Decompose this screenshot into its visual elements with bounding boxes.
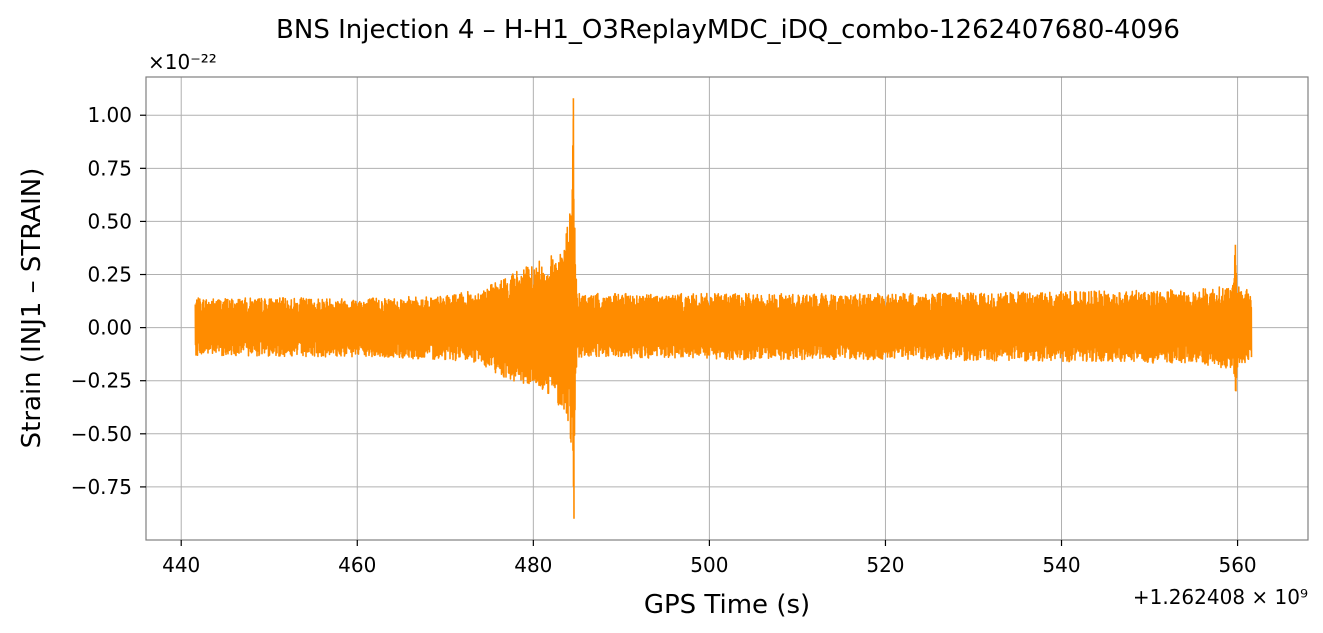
y-tick-label: 0.00 — [87, 316, 132, 340]
x-tick-label: 500 — [690, 553, 728, 577]
x-tick-label: 460 — [338, 553, 376, 577]
plot-frame — [145, 76, 1309, 541]
x-axis-label: GPS Time (s) — [644, 590, 810, 620]
x-tick-label: 560 — [1218, 553, 1256, 577]
chart-title: BNS Injection 4 – H-H1_O3ReplayMDC_iDQ_c… — [276, 15, 1180, 45]
y-tick-label: 0.75 — [87, 156, 132, 180]
y-tick-label: −0.75 — [71, 475, 132, 499]
x-tick-label: 440 — [162, 553, 200, 577]
grid — [146, 77, 1308, 540]
y-tick-label: −0.50 — [71, 422, 132, 446]
y-tick-label: 0.25 — [87, 263, 132, 287]
series-layer — [194, 98, 1253, 519]
x-tick-label: 540 — [1042, 553, 1080, 577]
x-tick-label: 520 — [866, 553, 904, 577]
x-tick-label: 480 — [514, 553, 552, 577]
tick-layer: 440 460 480 500 520 540 560 1.00 0.75 0.50 0.25 0.0… — [71, 103, 1257, 577]
y-tick-label: 0.50 — [87, 209, 132, 233]
y-tick-label: 1.00 — [87, 103, 132, 127]
x-offset: +1.262408 × 10⁹ — [1133, 585, 1308, 609]
strain-series-line — [194, 98, 1253, 519]
y-tick-label: −0.25 — [71, 369, 132, 393]
y-axis-label: Strain (INJ1 – STRAIN) — [17, 168, 47, 449]
y-multiplier: ×10⁻²² — [148, 50, 217, 74]
